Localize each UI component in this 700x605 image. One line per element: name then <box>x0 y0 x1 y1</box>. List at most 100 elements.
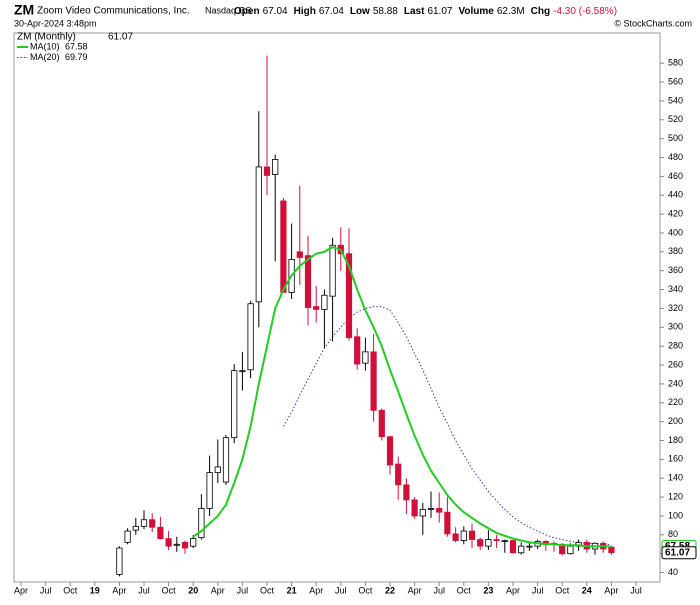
candle-body <box>124 530 131 543</box>
company-name: Zoom Video Communications, Inc. <box>37 6 190 17</box>
candle-body <box>567 545 574 555</box>
candle-body <box>501 540 508 542</box>
stat-value: -4.30 (-6.58%) <box>553 6 617 17</box>
candle-body <box>329 244 336 297</box>
y-tick-label: 40 <box>668 567 678 577</box>
candle-body <box>477 539 484 547</box>
candle-body <box>239 370 246 373</box>
candle-body <box>255 166 262 303</box>
x-tick-label: Apr <box>604 585 618 595</box>
x-tick-label: Jul <box>532 585 544 595</box>
y-tick-label: 300 <box>668 322 683 332</box>
y-tick-label: 540 <box>668 95 683 105</box>
x-tick-label: Jul <box>138 585 150 595</box>
x-tick-label: 21 <box>287 585 297 595</box>
legend-name: MA(20) <box>30 52 60 62</box>
legend-price: ZM (Monthly) <box>17 32 76 43</box>
candle-body <box>263 166 271 176</box>
x-tick-label: 20 <box>188 585 198 595</box>
stat-label: High <box>294 6 316 17</box>
value-tag-label: 61.07 <box>665 547 690 558</box>
legend-value: 69.79 <box>65 52 88 62</box>
candle-body <box>493 539 500 541</box>
y-tick-label: 80 <box>668 529 678 539</box>
candle-body <box>468 530 476 540</box>
x-tick-label: Apr <box>14 585 28 595</box>
x-tick-label: Jul <box>40 585 52 595</box>
y-tick-label: 520 <box>668 114 683 124</box>
stat-label: Open <box>234 6 260 17</box>
candle-body <box>272 159 279 175</box>
candle-body <box>157 526 164 540</box>
y-tick-label: 460 <box>668 171 683 181</box>
candle-body <box>362 351 369 364</box>
legend-name: MA(10) <box>30 41 60 51</box>
candle-body <box>370 351 377 411</box>
candle-body <box>296 251 303 258</box>
candle-body <box>214 466 221 473</box>
exchange: Nasdaq GS <box>205 5 252 15</box>
y-tick-label: 160 <box>668 454 683 464</box>
y-tick-label: 280 <box>668 341 683 351</box>
x-tick-label: Oct <box>63 585 78 595</box>
candle-body <box>452 533 459 541</box>
candle-body <box>403 484 410 501</box>
x-tick-label: Jul <box>237 585 249 595</box>
x-tick-label: Oct <box>555 585 570 595</box>
candle-body <box>460 530 467 541</box>
y-tick-label: 380 <box>668 246 683 256</box>
candle-body <box>304 255 312 308</box>
x-tick-label: 22 <box>385 585 395 595</box>
x-tick-label: Oct <box>162 585 177 595</box>
value-tag <box>661 546 697 560</box>
x-tick-label: Apr <box>309 585 323 595</box>
x-tick-label: Jul <box>630 585 642 595</box>
legend-value: 67.58 <box>65 41 88 51</box>
stat-value: 67.04 <box>263 6 288 17</box>
y-tick-label: 580 <box>668 58 683 68</box>
y-tick-label: 560 <box>668 76 683 86</box>
x-tick-label: Apr <box>506 585 520 595</box>
candle-body <box>247 303 254 371</box>
candle-body <box>354 336 361 365</box>
candle-body <box>419 508 426 517</box>
candle-body <box>280 200 287 293</box>
x-tick-label: Oct <box>457 585 472 595</box>
stat-value: 67.04 <box>319 6 344 17</box>
x-tick-label: 19 <box>90 585 100 595</box>
y-tick-label: 500 <box>668 133 683 143</box>
x-tick-label: 23 <box>483 585 493 595</box>
candle-body <box>173 543 180 546</box>
stat-value: 61.07 <box>427 6 452 17</box>
symbol: ZM <box>14 2 34 18</box>
candle-body <box>378 409 385 438</box>
date: 30-Apr-2024 3:48pm <box>14 18 97 28</box>
candle-body <box>436 508 443 513</box>
stats: Open 67.04 High 67.04 Low 58.88 Last 61.07 Volum… <box>234 6 617 17</box>
candle-body <box>444 511 451 535</box>
y-tick-label: 240 <box>668 378 683 388</box>
y-tick-label: 420 <box>668 208 683 218</box>
source: © StockCharts.com <box>614 18 692 28</box>
candle-body <box>132 525 139 531</box>
legend-price-value: 61.07 <box>108 32 133 43</box>
y-tick-label: 220 <box>668 397 683 407</box>
stat-label: Last <box>404 6 425 17</box>
candle-body <box>386 436 394 466</box>
y-tick-label: 200 <box>668 416 683 426</box>
y-tick-label: 100 <box>668 510 683 520</box>
plot-frame <box>13 32 661 583</box>
y-tick-label: 120 <box>668 491 683 501</box>
candle-body <box>116 547 123 575</box>
stat-value: 58.88 <box>373 6 398 17</box>
y-tick-label: 320 <box>668 303 683 313</box>
x-tick-label: Jul <box>433 585 445 595</box>
candle-body <box>526 545 533 548</box>
candle-body <box>427 508 435 510</box>
candle-body <box>190 538 197 547</box>
y-tick-label: 480 <box>668 152 683 162</box>
y-tick-label: 440 <box>668 190 683 200</box>
stat-label: Low <box>350 6 370 17</box>
x-tick-label: Oct <box>260 585 275 595</box>
candle-body <box>321 294 328 310</box>
